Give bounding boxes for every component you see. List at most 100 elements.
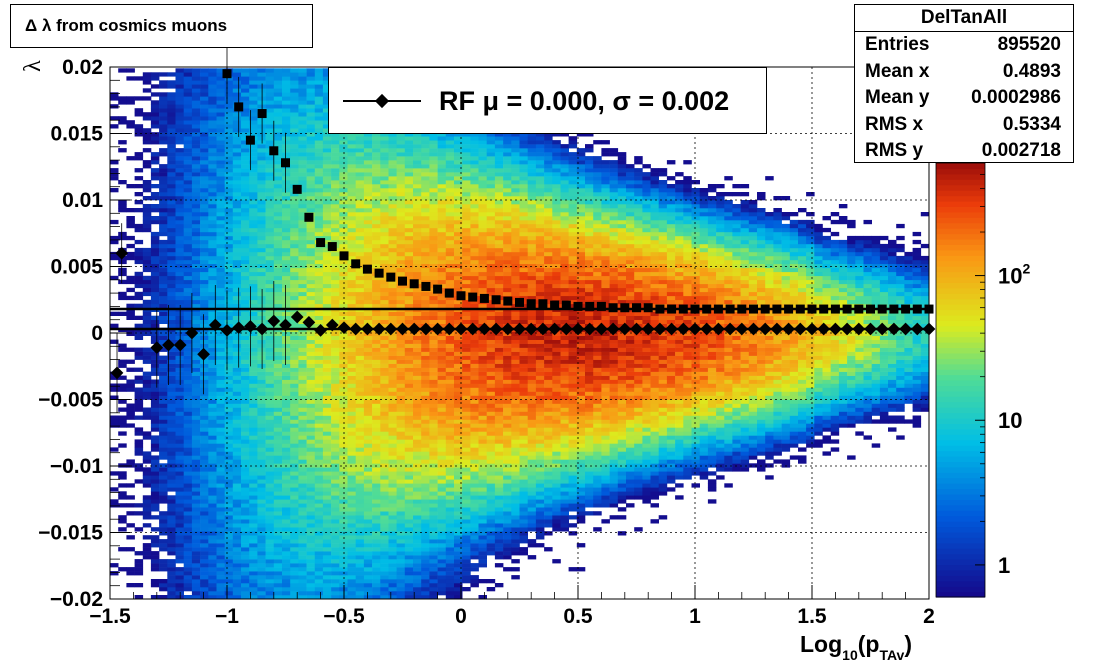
heatmap-cell xyxy=(314,88,324,93)
heatmap-cell xyxy=(298,72,307,77)
heatmap-cell xyxy=(241,255,250,261)
heatmap-cell xyxy=(372,507,381,512)
heatmap-cell xyxy=(363,547,373,552)
heatmap-cell xyxy=(372,164,381,169)
heatmap-cell xyxy=(380,539,389,544)
heatmap-cell xyxy=(183,295,193,301)
heatmap-cell xyxy=(355,507,365,512)
heatmap-cell xyxy=(257,595,266,600)
heatmap-cell xyxy=(257,407,266,412)
heatmap-cell xyxy=(437,160,447,165)
heatmap-cell xyxy=(232,200,242,205)
heatmap-cell xyxy=(150,92,160,97)
heatmap-cell xyxy=(380,475,389,480)
heatmap-cell xyxy=(150,411,160,416)
heatmap-cell xyxy=(363,543,373,548)
heatmap-cell xyxy=(134,567,144,572)
heatmap-cell xyxy=(314,255,324,261)
heatmap-cell xyxy=(404,443,414,448)
heatmap-cell xyxy=(306,431,316,436)
heatmap-cell xyxy=(200,243,209,249)
heatmap-cell xyxy=(388,180,397,185)
heatmap-cell xyxy=(306,68,316,73)
heatmap-cell xyxy=(191,180,201,185)
heatmap-cell xyxy=(421,499,430,504)
heatmap-cell xyxy=(388,231,397,237)
heatmap-cell xyxy=(347,455,356,460)
heatmap-cell xyxy=(232,543,242,548)
heatmap-cell xyxy=(429,227,438,233)
heatmap-cell xyxy=(150,503,160,508)
heatmap-cell xyxy=(257,160,266,165)
heatmap-cell xyxy=(175,164,184,169)
heatmap-cell xyxy=(224,231,234,237)
heatmap-cell xyxy=(216,459,225,464)
heatmap-cell xyxy=(347,303,356,308)
heatmap-cell xyxy=(241,100,250,105)
heatmap-cell xyxy=(380,395,389,400)
heatmap-cell xyxy=(372,200,381,205)
heatmap-cell xyxy=(126,423,135,428)
heatmap-cell xyxy=(404,535,414,540)
heatmap-cell xyxy=(396,459,406,464)
heatmap-cell xyxy=(232,431,242,436)
heatmap-cell xyxy=(314,475,324,480)
heatmap-cell xyxy=(150,283,160,289)
heatmap-cell xyxy=(363,227,373,233)
heatmap-cell xyxy=(388,515,397,520)
heatmap-cell xyxy=(331,579,340,584)
heatmap-cell xyxy=(298,112,307,117)
heatmap-cell xyxy=(175,467,184,472)
heatmap-cell xyxy=(322,395,332,400)
heatmap-cell xyxy=(404,208,414,213)
heatmap-cell xyxy=(380,219,389,225)
heatmap-cell xyxy=(322,92,332,97)
heatmap-cell xyxy=(183,423,193,428)
heatmap-cell xyxy=(322,331,332,336)
heatmap-cell xyxy=(380,383,389,388)
heatmap-cell xyxy=(257,507,266,512)
heatmap-cell xyxy=(249,287,258,293)
heatmap-cell xyxy=(306,591,316,596)
heatmap-cell xyxy=(257,435,266,440)
heatmap-cell xyxy=(232,591,242,596)
heatmap-cell xyxy=(404,251,414,257)
heatmap-cell xyxy=(200,148,209,153)
heatmap-cell xyxy=(257,239,266,245)
heatmap-cell xyxy=(191,539,201,544)
heatmap-cell xyxy=(216,311,225,316)
heatmap-cell xyxy=(126,511,135,516)
heatmap-cell xyxy=(429,463,438,468)
heatmap-cell xyxy=(396,595,406,600)
heatmap-cell xyxy=(134,331,144,336)
heatmap-cell xyxy=(314,507,324,512)
heatmap-cell xyxy=(175,423,184,428)
heatmap-cell xyxy=(413,136,422,141)
heatmap-cell xyxy=(208,515,217,520)
heatmap-cell xyxy=(200,80,209,85)
heatmap-cell xyxy=(110,239,119,245)
heatmap-cell xyxy=(249,563,258,568)
heatmap-cell xyxy=(306,84,316,89)
heatmap-cell xyxy=(396,148,406,153)
heatmap-cell xyxy=(413,427,422,432)
heatmap-cell xyxy=(208,176,217,181)
heatmap-cell xyxy=(273,144,283,149)
heatmap-cell xyxy=(331,475,340,480)
heatmap-cell xyxy=(142,196,152,201)
heatmap-cell xyxy=(322,267,332,273)
heatmap-cell xyxy=(150,527,160,532)
heatmap-cell xyxy=(273,164,283,169)
heatmap-cell xyxy=(282,279,291,285)
heatmap-cell xyxy=(200,527,209,532)
heatmap-cell xyxy=(347,136,356,141)
heatmap-cell xyxy=(298,255,307,261)
heatmap-cell xyxy=(224,243,234,249)
heatmap-cell xyxy=(167,567,176,572)
heatmap-cell xyxy=(208,235,217,241)
heatmap-cell xyxy=(118,363,127,368)
heatmap-cell xyxy=(224,391,234,396)
heatmap-cell xyxy=(380,399,389,404)
heatmap-cell xyxy=(429,423,438,428)
heatmap-cell xyxy=(175,439,184,444)
